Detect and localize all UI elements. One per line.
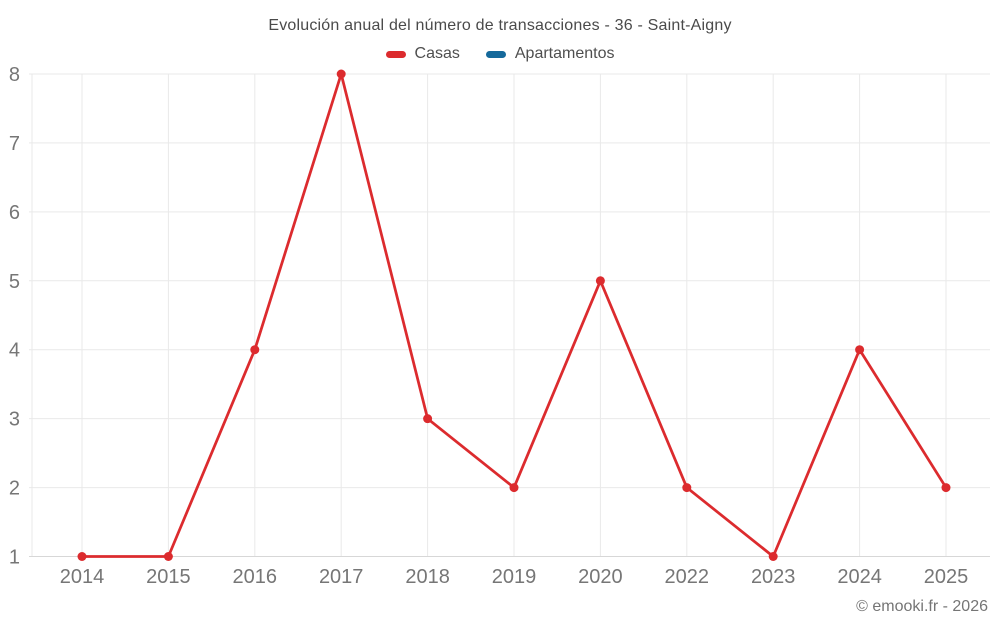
x-tick-label-2024: 2024	[837, 566, 882, 588]
x-tick-label-2025: 2025	[924, 566, 969, 588]
x-tick-label-2017: 2017	[319, 566, 364, 588]
x-tick-label-2019: 2019	[492, 566, 537, 588]
data-point-casas-2014	[77, 552, 87, 561]
chart-title: Evolución anual del número de transaccio…	[268, 17, 732, 34]
x-tick-label-2018: 2018	[405, 566, 450, 588]
data-point-casas-2016	[250, 345, 260, 355]
data-point-casas-2025	[941, 483, 951, 493]
y-tick-label-5: 5	[9, 271, 20, 293]
y-tick-label-7: 7	[9, 133, 20, 155]
x-tick-label-2020: 2020	[578, 566, 623, 588]
x-tick-label-2016: 2016	[233, 566, 278, 588]
data-point-casas-2022	[682, 483, 692, 493]
y-tick-label-4: 4	[9, 340, 20, 362]
x-tick-label-2022: 2022	[665, 566, 710, 588]
x-tick-label-2023: 2023	[751, 566, 796, 588]
y-tick-label-2: 2	[9, 478, 20, 500]
legend-item-apartamentos[interactable]: Apartamentos	[485, 45, 615, 63]
legend-item-casas[interactable]: Casas	[385, 45, 460, 63]
data-point-casas-2018	[423, 414, 433, 424]
data-point-casas-2017	[336, 69, 346, 79]
y-tick-label-8: 8	[9, 64, 20, 86]
data-point-casas-2019	[509, 483, 519, 493]
y-tick-label-3: 3	[9, 409, 20, 431]
data-point-casas-2020	[595, 276, 605, 286]
y-tick-label-6: 6	[9, 202, 20, 224]
x-tick-label-2014: 2014	[60, 566, 105, 588]
data-point-casas-2015	[163, 552, 173, 561]
legend-swatch-icon	[485, 50, 506, 58]
legend-swatch-icon	[385, 50, 406, 58]
copyright-watermark: © emooki.fr - 2026	[856, 598, 988, 615]
y-tick-label-1: 1	[9, 547, 20, 569]
chart-legend: Casas Apartamentos	[0, 45, 1000, 63]
data-point-casas-2024	[855, 345, 865, 355]
legend-label: Apartamentos	[514, 45, 615, 62]
x-tick-label-2015: 2015	[146, 566, 191, 588]
legend-label: Casas	[414, 45, 460, 62]
data-point-casas-2023	[768, 552, 778, 561]
